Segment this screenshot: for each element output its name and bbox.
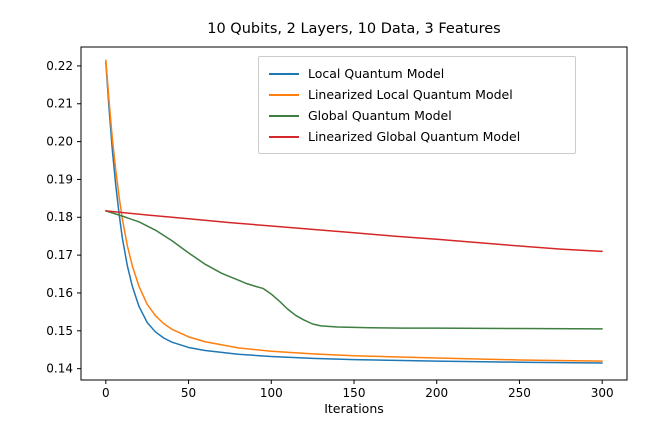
svg-text:0.15: 0.15 <box>46 324 73 338</box>
svg-text:250: 250 <box>508 386 531 400</box>
svg-text:0.16: 0.16 <box>46 286 73 300</box>
x-axis-label: Iterations <box>324 401 384 416</box>
legend-line-sample-local <box>269 72 299 75</box>
legend-item-linearized-local: Linearized Local Quantum Model <box>269 84 565 105</box>
svg-text:0.19: 0.19 <box>46 172 73 186</box>
svg-text:100: 100 <box>260 386 283 400</box>
svg-text:200: 200 <box>425 386 448 400</box>
legend-item-global: Global Quantum Model <box>269 105 565 126</box>
legend-line-sample-global <box>269 114 299 117</box>
legend-line-sample-linearized-local <box>269 93 299 96</box>
svg-text:0.21: 0.21 <box>46 97 73 111</box>
svg-text:300: 300 <box>591 386 614 400</box>
legend-label-global: Global Quantum Model <box>308 108 452 123</box>
svg-text:50: 50 <box>181 386 196 400</box>
legend-label-linearized-global: Linearized Global Quantum Model <box>308 129 521 144</box>
svg-text:0.18: 0.18 <box>46 210 73 224</box>
svg-text:0: 0 <box>102 386 110 400</box>
legend-label-local: Local Quantum Model <box>308 66 445 81</box>
chart-title: 10 Qubits, 2 Layers, 10 Data, 3 Features <box>207 21 501 37</box>
svg-text:0.22: 0.22 <box>46 59 73 73</box>
svg-text:0.20: 0.20 <box>46 135 73 149</box>
svg-text:0.14: 0.14 <box>46 362 73 376</box>
legend-item-local: Local Quantum Model <box>269 63 565 84</box>
legend-line-sample-linearized-global <box>269 135 299 138</box>
legend: Local Quantum Model Linearized Local Qua… <box>258 56 576 154</box>
legend-label-linearized-local: Linearized Local Quantum Model <box>308 87 513 102</box>
svg-text:150: 150 <box>343 386 366 400</box>
legend-item-linearized-global: Linearized Global Quantum Model <box>269 126 565 147</box>
svg-text:0.17: 0.17 <box>46 248 73 262</box>
